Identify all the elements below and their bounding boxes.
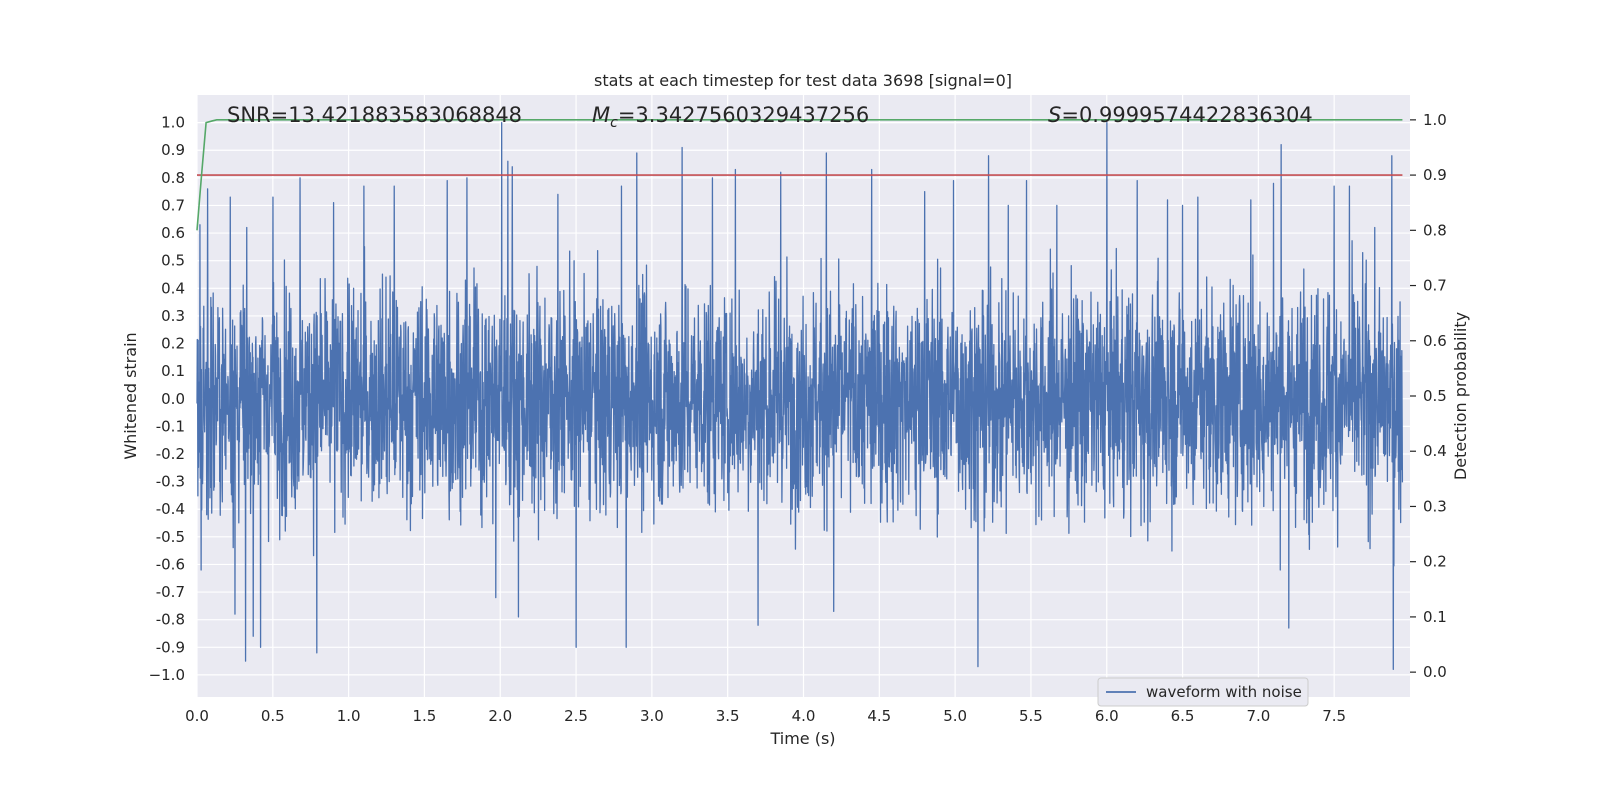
y2-axis-label: Detection probability: [1451, 312, 1470, 480]
annotation-s-value: =0.9999574422836304: [1061, 103, 1312, 127]
y2-tick-label: 0.1: [1423, 608, 1447, 626]
y2-tick-label: 0.0: [1423, 663, 1447, 681]
y2-tick-label: 0.6: [1423, 332, 1447, 350]
y-tick-label: 0.1: [161, 362, 185, 380]
x-tick-label: 7.5: [1322, 707, 1346, 725]
annotation-snr: SNR=13.421883583068848: [227, 103, 522, 127]
x-tick-label: 1.0: [337, 707, 361, 725]
y-tick-label: 0.7: [161, 196, 185, 214]
x-tick-label: 0.0: [185, 707, 209, 725]
y-tick-label: 0.3: [161, 307, 185, 325]
x-tick-label: 0.5: [261, 707, 285, 725]
y2-tick-label: 0.3: [1423, 497, 1447, 515]
y-tick-label: 0.8: [161, 169, 185, 187]
y2-tick-label: 0.2: [1423, 553, 1447, 571]
y2-tick-label: 0.9: [1423, 166, 1447, 184]
y-tick-label: -0.6: [156, 555, 185, 573]
y-tick-label: -0.4: [156, 500, 185, 518]
annotation-mc-symbol: M: [592, 103, 610, 127]
legend-label: waveform with noise: [1146, 683, 1302, 701]
y-tick-label: -0.8: [156, 611, 185, 629]
x-axis-label: Time (s): [769, 729, 835, 748]
x-tick-label: 5.0: [943, 707, 967, 725]
y-tick-label: 0.9: [161, 141, 185, 159]
x-tick-label: 6.5: [1171, 707, 1195, 725]
annotation-mc-value: =3.3427560329437256: [618, 103, 869, 127]
y-tick-label: 0.2: [161, 335, 185, 353]
y-axis-label: Whitened strain: [121, 332, 140, 459]
x-tick-label: 1.5: [413, 707, 437, 725]
y2-tick-label: 0.4: [1423, 442, 1447, 460]
y-tick-label: −1.0: [149, 666, 185, 684]
legend-box: [1097, 677, 1309, 707]
y-axis-ticks: 1.0 0.9 0.8 0.7 0.6 0.5 0.4 0.3 0.2 0.1 0.0 -0.1 -0.…: [149, 114, 185, 684]
y-tick-label: 1.0: [161, 114, 185, 132]
series-detection-probability: [196, 119, 1403, 231]
y-tick-label: -0.3: [156, 473, 185, 491]
y-tick-label: -0.1: [156, 417, 185, 435]
chart-title: stats at each timestep for test data 369…: [594, 71, 1012, 90]
y-tick-label: 0.6: [161, 224, 185, 242]
waveform-path: [196, 121, 1404, 671]
y-tick-label: -0.9: [156, 638, 185, 656]
x-tick-label: 2.0: [488, 707, 512, 725]
y-tick-label: -0.7: [156, 583, 185, 601]
y-tick-label: 0.0: [161, 390, 185, 408]
x-tick-label: 6.0: [1095, 707, 1119, 725]
annotation-score: S=0.9999574422836304: [1048, 103, 1313, 127]
annotation-s-symbol: S: [1048, 103, 1061, 127]
x-tick-label: 5.5: [1019, 707, 1043, 725]
annotation-mc-subscript: c: [610, 115, 618, 131]
y2-tick-label: 1.0: [1423, 111, 1447, 129]
legend: waveform with noise: [1097, 677, 1309, 707]
y-tick-label: 0.5: [161, 252, 185, 270]
y2-tick-label: 0.7: [1423, 277, 1447, 295]
x-tick-label: 4.5: [867, 707, 891, 725]
y-tick-label: 0.4: [161, 279, 185, 297]
y2-tick-label: 0.8: [1423, 221, 1447, 239]
y2-tick-label: 0.5: [1423, 387, 1447, 405]
x-tick-label: 4.0: [792, 707, 816, 725]
x-axis-ticks: 0.0 0.5 1.0 1.5 2.0 2.5 3.0 3.5 4.0 4.5 5.0 5.5 6.0 6…: [185, 707, 1346, 725]
annotation-chirp-mass: Mc=3.3427560329437256: [592, 103, 869, 131]
y-tick-label: -0.2: [156, 445, 185, 463]
y-tick-label: -0.5: [156, 528, 185, 546]
series-waveform-with-noise: [196, 121, 1404, 671]
x-tick-label: 3.0: [640, 707, 664, 725]
y2-axis-ticks: 1.0 0.9 0.8 0.7 0.6 0.5 0.4 0.3 0.2 0.1 0.0: [1410, 111, 1447, 681]
x-tick-label: 3.5: [716, 707, 740, 725]
x-tick-label: 7.0: [1246, 707, 1270, 725]
x-tick-label: 2.5: [564, 707, 588, 725]
